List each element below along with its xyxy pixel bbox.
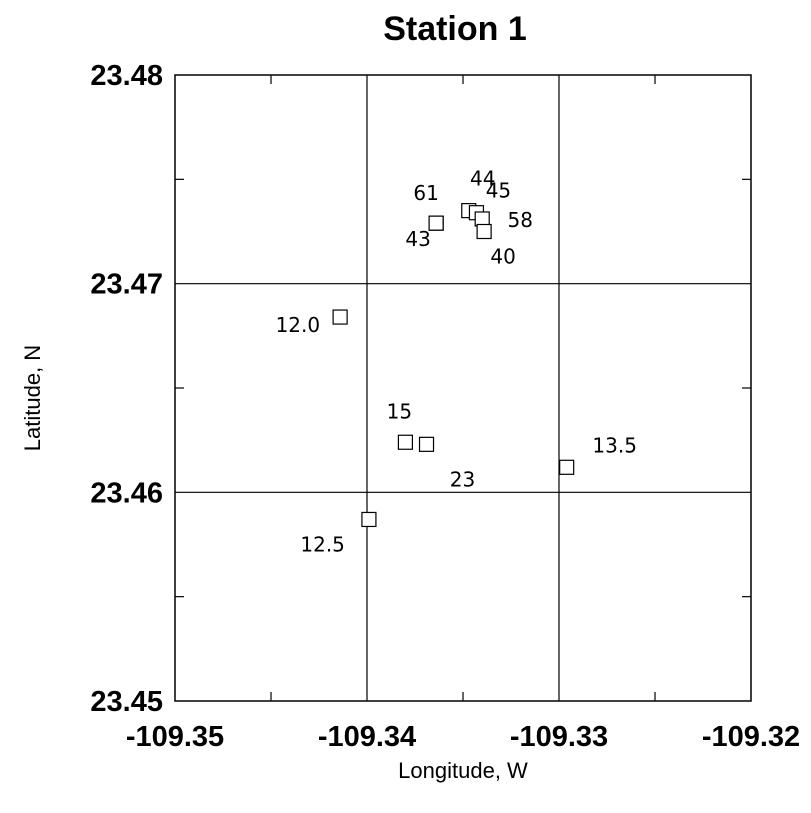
data-point-marker [428,215,444,231]
data-point-label: 12.5 [300,532,345,556]
data-point-label: 12.0 [276,313,321,337]
axis-ticks [175,75,751,701]
y-tick-labels: 23.45 23.46 23.47 23.48 [90,60,163,718]
x-tick-labels: -109.35 -109.34 -109.33 -109.32 [126,721,800,753]
y-tick-label: 23.47 [90,269,163,301]
data-point-marker [332,309,348,325]
y-tick-label: 23.48 [90,60,163,92]
x-tick-label: -109.33 [510,721,608,753]
x-axis-label: Longitude, W [398,758,528,783]
chart-title: Station 1 [383,10,527,48]
data-point-marker [559,459,575,475]
data-point-label: 13.5 [592,433,637,457]
y-axis-label: Latitude, N [20,345,45,451]
data-points [332,203,575,528]
data-point-label: 45 [486,179,511,203]
data-point-label: 58 [507,208,532,232]
data-point-marker [418,436,435,452]
data-point-label: 43 [405,227,430,251]
data-point-marker [397,434,413,450]
data-point-marker [474,211,490,227]
data-point-label: 40 [490,245,515,269]
data-point-marker [476,223,492,240]
grid-lines [175,75,751,701]
data-point-label: 61 [413,181,438,205]
y-tick-label: 23.45 [90,686,163,718]
x-tick-label: -109.32 [702,721,800,753]
data-point-label: 44 [470,167,495,191]
data-point-marker [361,511,377,528]
data-point-label: 23 [450,467,475,491]
y-tick-label: 23.46 [90,477,163,509]
x-tick-label: -109.35 [126,721,224,753]
data-point-label: 15 [387,399,412,423]
x-tick-label: -109.34 [318,721,416,753]
plot-frame [174,74,752,702]
